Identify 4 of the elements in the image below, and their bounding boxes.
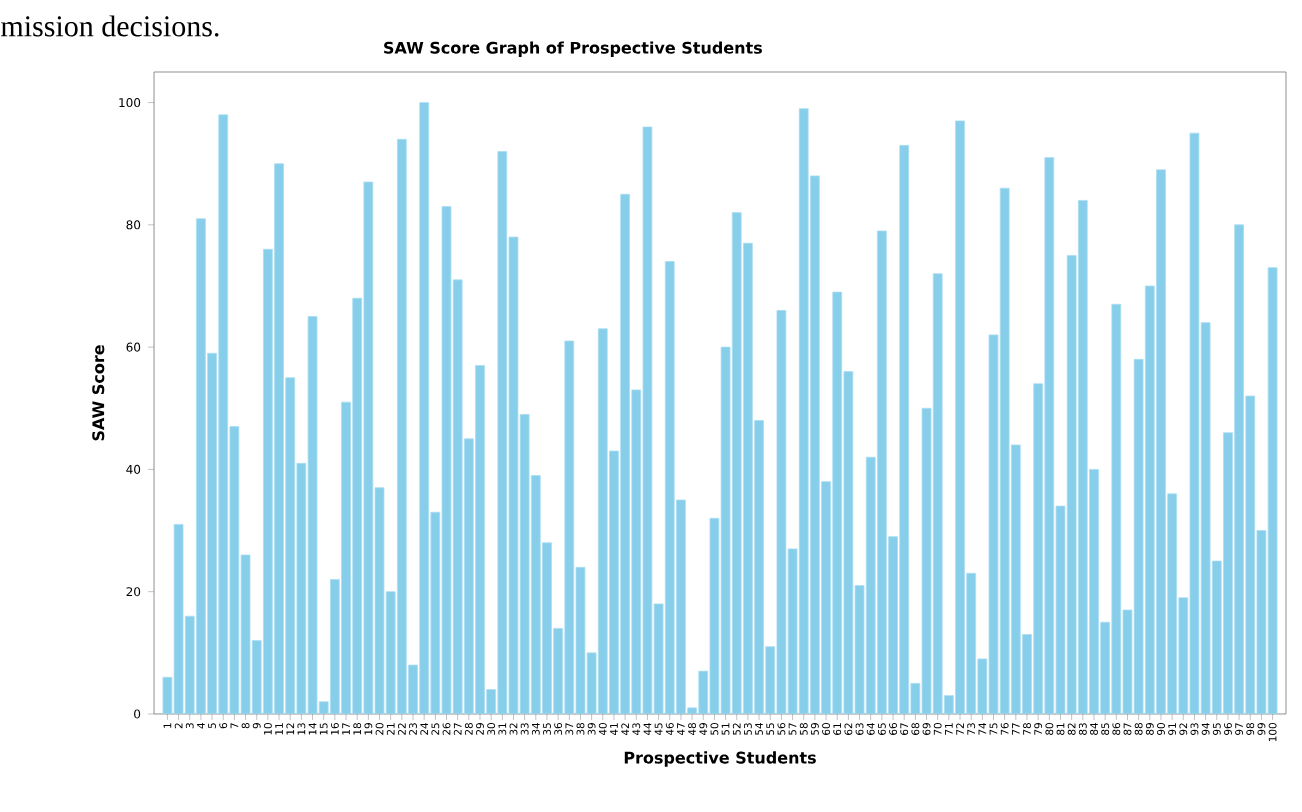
y-axis-title: SAW Score	[92, 345, 105, 441]
x-axis-title: Prospective Students	[624, 751, 816, 767]
text: mission decisions.	[1, 15, 219, 37]
chart-title: SAW Score Graph of Prospective Students	[384, 41, 762, 57]
